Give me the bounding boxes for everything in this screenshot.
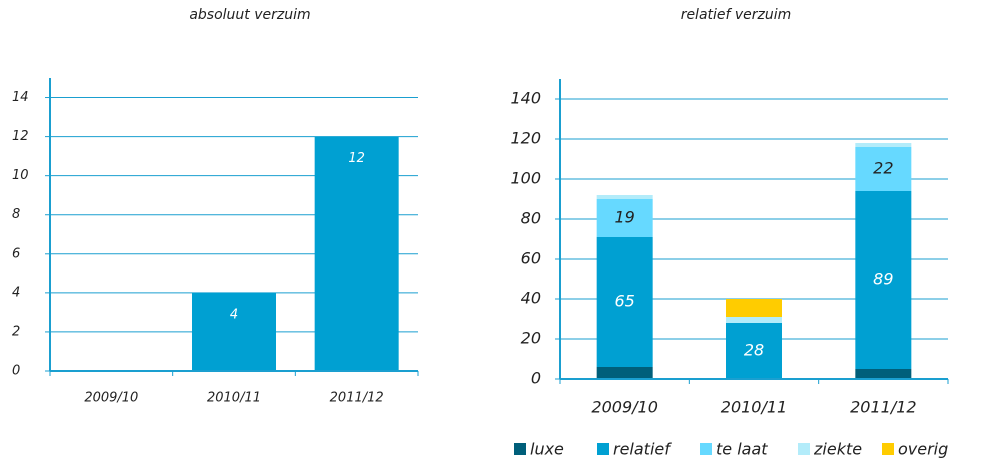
data-label: 4: [230, 307, 238, 322]
x-tick-label: 2009/10: [84, 391, 138, 406]
y-tick-label: 2: [12, 324, 20, 339]
bar: [192, 292, 276, 371]
bar-segment: [596, 195, 653, 199]
legend-swatch: [514, 443, 526, 455]
legend-label: relatief: [613, 440, 672, 459]
y-tick-label: 10: [12, 168, 29, 183]
data-label: 12: [348, 151, 365, 166]
chart-title: relatief verzuim: [681, 7, 792, 23]
y-tick-label: 4: [12, 285, 20, 300]
x-tick-label: 2010/11: [721, 398, 787, 417]
bar-segment: [855, 369, 912, 379]
bar-segment: [596, 237, 653, 367]
data-label: 28: [744, 341, 764, 360]
bar-segment: [726, 317, 782, 323]
y-tick-label: 0: [12, 364, 20, 379]
bar-segment: [596, 367, 653, 379]
y-tick-label: 14: [12, 90, 29, 105]
data-label: 19: [614, 208, 634, 227]
x-tick-label: 2011/12: [850, 398, 916, 417]
data-label: 22: [873, 159, 893, 178]
legend-swatch: [798, 443, 810, 455]
y-tick-label: 40: [521, 289, 541, 308]
bar-segment: [726, 299, 782, 317]
legend-swatch: [882, 443, 894, 455]
legend-swatch: [597, 443, 609, 455]
y-tick-label: 120: [510, 129, 541, 148]
y-tick-label: 6: [12, 246, 20, 261]
legend-label: luxe: [530, 440, 564, 459]
y-tick-label: 100: [510, 169, 541, 188]
bar-segment: [596, 199, 653, 237]
data-label: 89: [873, 270, 893, 289]
x-tick-label: 2009/10: [591, 398, 657, 417]
legend-label: overig: [898, 440, 948, 459]
bar-segment: [855, 147, 912, 191]
legend-swatch: [700, 443, 712, 455]
x-tick-label: 2011/12: [330, 391, 384, 406]
y-tick-label: 60: [521, 249, 541, 268]
y-tick-label: 20: [521, 329, 541, 348]
bar: [314, 136, 399, 371]
legend-label: te laat: [716, 440, 768, 459]
x-tick-label: 2010/11: [207, 391, 261, 406]
chart-title: absoluut verzuim: [189, 7, 310, 23]
data-label: 65: [614, 292, 634, 311]
y-tick-label: 8: [12, 207, 20, 222]
bar-segment: [726, 323, 782, 379]
y-tick-label: 80: [521, 209, 541, 228]
y-tick-label: 140: [510, 89, 541, 108]
y-tick-label: 0: [531, 369, 541, 388]
legend-label: ziekte: [813, 440, 862, 459]
bar-segment: [855, 191, 912, 369]
bar-segment: [855, 143, 912, 147]
y-tick-label: 12: [12, 129, 29, 144]
